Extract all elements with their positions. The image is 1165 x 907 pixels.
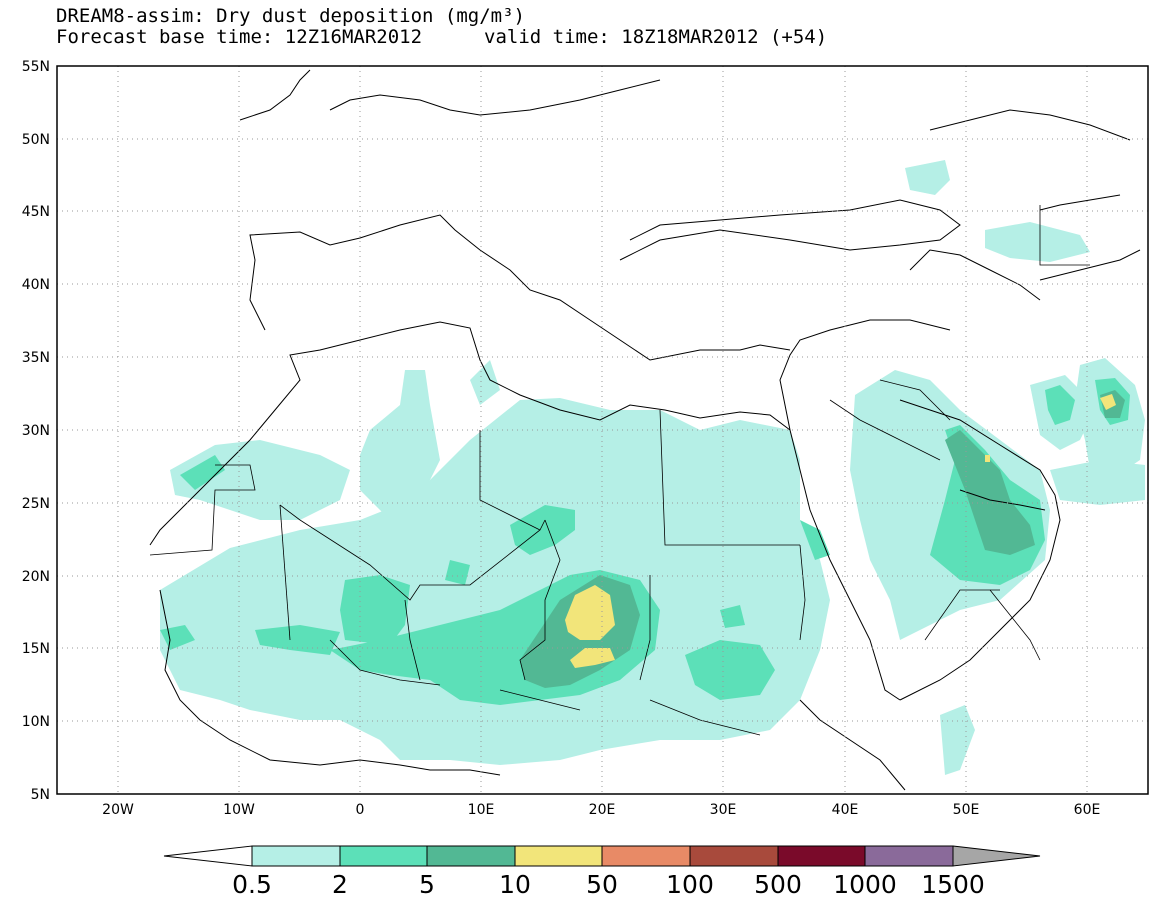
- forecast-base-time: Forecast base time: 12Z16MAR2012: [56, 26, 423, 48]
- legend-swatch: [514, 845, 603, 867]
- graticule: [57, 66, 1148, 794]
- lat-tick-labels: 55N 50N 45N 40N 35N 30N 25N 20N 15N 10N …: [22, 59, 50, 803]
- legend-swatch: [426, 845, 516, 867]
- coastlines: [149, 69, 1141, 791]
- legend-swatch: [339, 845, 428, 867]
- legend-swatch: [251, 845, 341, 867]
- legend-swatch: [689, 845, 779, 867]
- lon-tick-label: 10E: [468, 802, 495, 818]
- map-frame: [56, 65, 1149, 795]
- legend-label: 1500: [921, 870, 985, 899]
- lat-tick-label: 45N: [22, 204, 50, 220]
- legend-label: 1000: [833, 870, 897, 899]
- lon-tick-label: 60E: [1074, 802, 1101, 818]
- lat-tick-label: 40N: [22, 277, 50, 293]
- lat-tick-label: 25N: [22, 496, 50, 512]
- lat-tick-label: 30N: [22, 423, 50, 439]
- legend-label: 50: [586, 870, 618, 899]
- lon-tick-label: 20E: [589, 802, 616, 818]
- lat-tick-label: 15N: [22, 641, 50, 657]
- legend-label: 5: [419, 870, 435, 899]
- legend-label: 10: [499, 870, 531, 899]
- lat-tick-label: 55N: [22, 59, 50, 75]
- lon-tick-label: 50E: [953, 802, 980, 818]
- valid-time: valid time: 18Z18MAR2012 (+54): [484, 26, 828, 48]
- legend-label: 0.5: [232, 870, 272, 899]
- lat-tick-label: 35N: [22, 350, 50, 366]
- lon-tick-label: 40E: [832, 802, 859, 818]
- legend-under-arrow: [163, 845, 253, 867]
- legend-label: 100: [666, 870, 714, 899]
- color-legend: [163, 845, 1041, 867]
- lat-tick-label: 5N: [31, 787, 50, 803]
- legend-swatch: [777, 845, 866, 867]
- legend-label: 2: [332, 870, 348, 899]
- lat-tick-label: 50N: [22, 132, 50, 148]
- lon-tick-labels: 20W 10W 0 10E 20E 30E 40E 50E 60E: [102, 802, 1100, 818]
- legend-swatch: [601, 845, 691, 867]
- lat-tick-label: 10N: [22, 714, 50, 730]
- country-borders: [149, 205, 1090, 736]
- dust-fields: [160, 160, 1145, 775]
- legend-swatch: [864, 845, 954, 867]
- lat-tick-label: 20N: [22, 569, 50, 585]
- legend-over-arrow: [952, 845, 1041, 867]
- lon-tick-label: 30E: [710, 802, 737, 818]
- lon-tick-label: 20W: [102, 802, 134, 818]
- legend-label: 500: [754, 870, 802, 899]
- lon-tick-label: 0: [356, 802, 365, 818]
- lon-tick-label: 10W: [223, 802, 255, 818]
- map-title: DREAM8-assim: Dry dust deposition (mg/m³…: [56, 5, 525, 27]
